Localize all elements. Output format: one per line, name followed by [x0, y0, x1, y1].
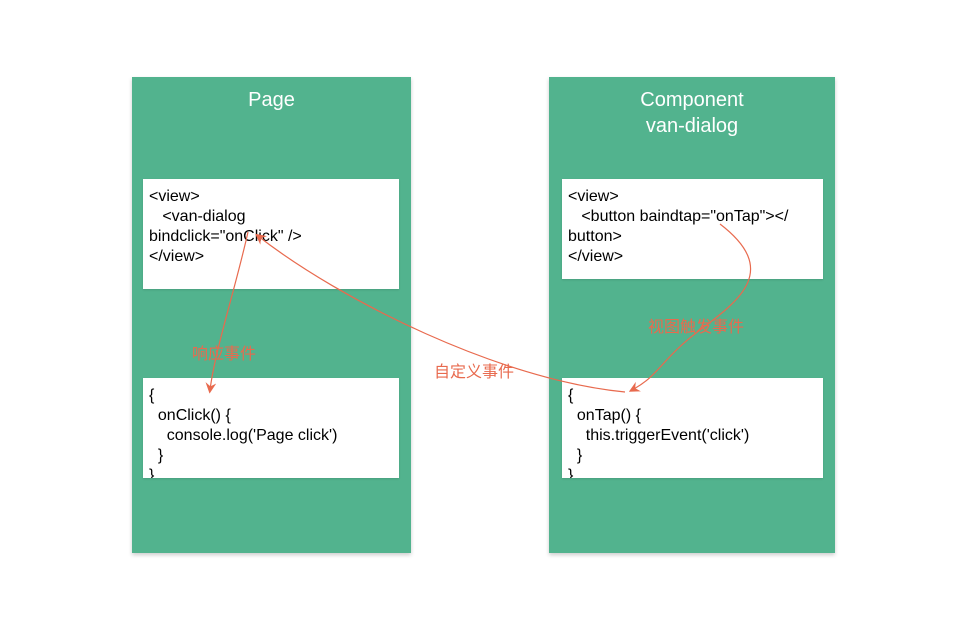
- component-panel-title: Component van-dialog: [549, 77, 835, 139]
- component-handler-code: { onTap() { this.triggerEvent('click') }…: [562, 378, 823, 478]
- page-handler-code: { onClick() { console.log('Page click') …: [143, 378, 399, 478]
- page-panel: Page: [132, 77, 411, 553]
- view-trigger-event-label: 视图触发事件: [648, 313, 744, 337]
- component-view-code: <view> <button baindtap="onTap"></ butto…: [562, 179, 823, 279]
- page-view-code: <view> <van-dialog bindclick="onClick" /…: [143, 179, 399, 289]
- respond-event-label: 响应事件: [192, 340, 256, 364]
- custom-event-label: 自定义事件: [434, 358, 514, 382]
- diagram-stage: Page Component van-dialog <view> <van-di…: [0, 0, 969, 617]
- component-title-line1: Component: [640, 89, 743, 111]
- component-title-line2: van-dialog: [646, 115, 738, 137]
- page-panel-title: Page: [132, 77, 411, 113]
